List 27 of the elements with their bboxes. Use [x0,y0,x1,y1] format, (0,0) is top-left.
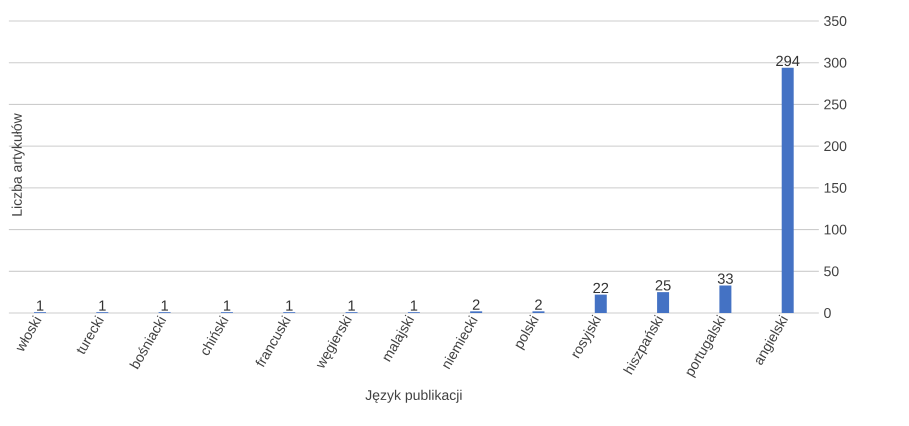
y-tick-label: 300 [824,58,846,68]
data-label: 2 [472,300,480,310]
y-tick-label: 350 [824,16,846,26]
data-label: 1 [162,300,168,311]
y-tick-label: 100 [824,224,846,235]
bar [594,294,607,314]
bar [719,285,732,314]
y-tick-label: 50 [824,266,839,276]
data-label: 1 [37,300,44,311]
x-axis-title: Język publikacji [365,390,462,403]
y-tick-label: 200 [824,141,846,152]
data-label: 33 [718,274,733,284]
data-label: 25 [656,280,671,291]
data-label: 22 [593,282,608,294]
data-label: 1 [224,300,230,311]
data-label: 1 [286,300,293,311]
bar [782,68,794,314]
data-label: 1 [99,300,106,311]
data-label: 294 [776,56,800,66]
data-label: 1 [348,300,355,311]
data-label: 2 [535,300,542,310]
y-tick-label: 250 [824,99,846,110]
y-tick-label: 0 [824,308,831,318]
bar [657,292,670,314]
data-label: 1 [410,300,418,311]
y-axis-title: Liczba artykułów [11,113,25,216]
y-tick-label: 150 [824,182,846,193]
